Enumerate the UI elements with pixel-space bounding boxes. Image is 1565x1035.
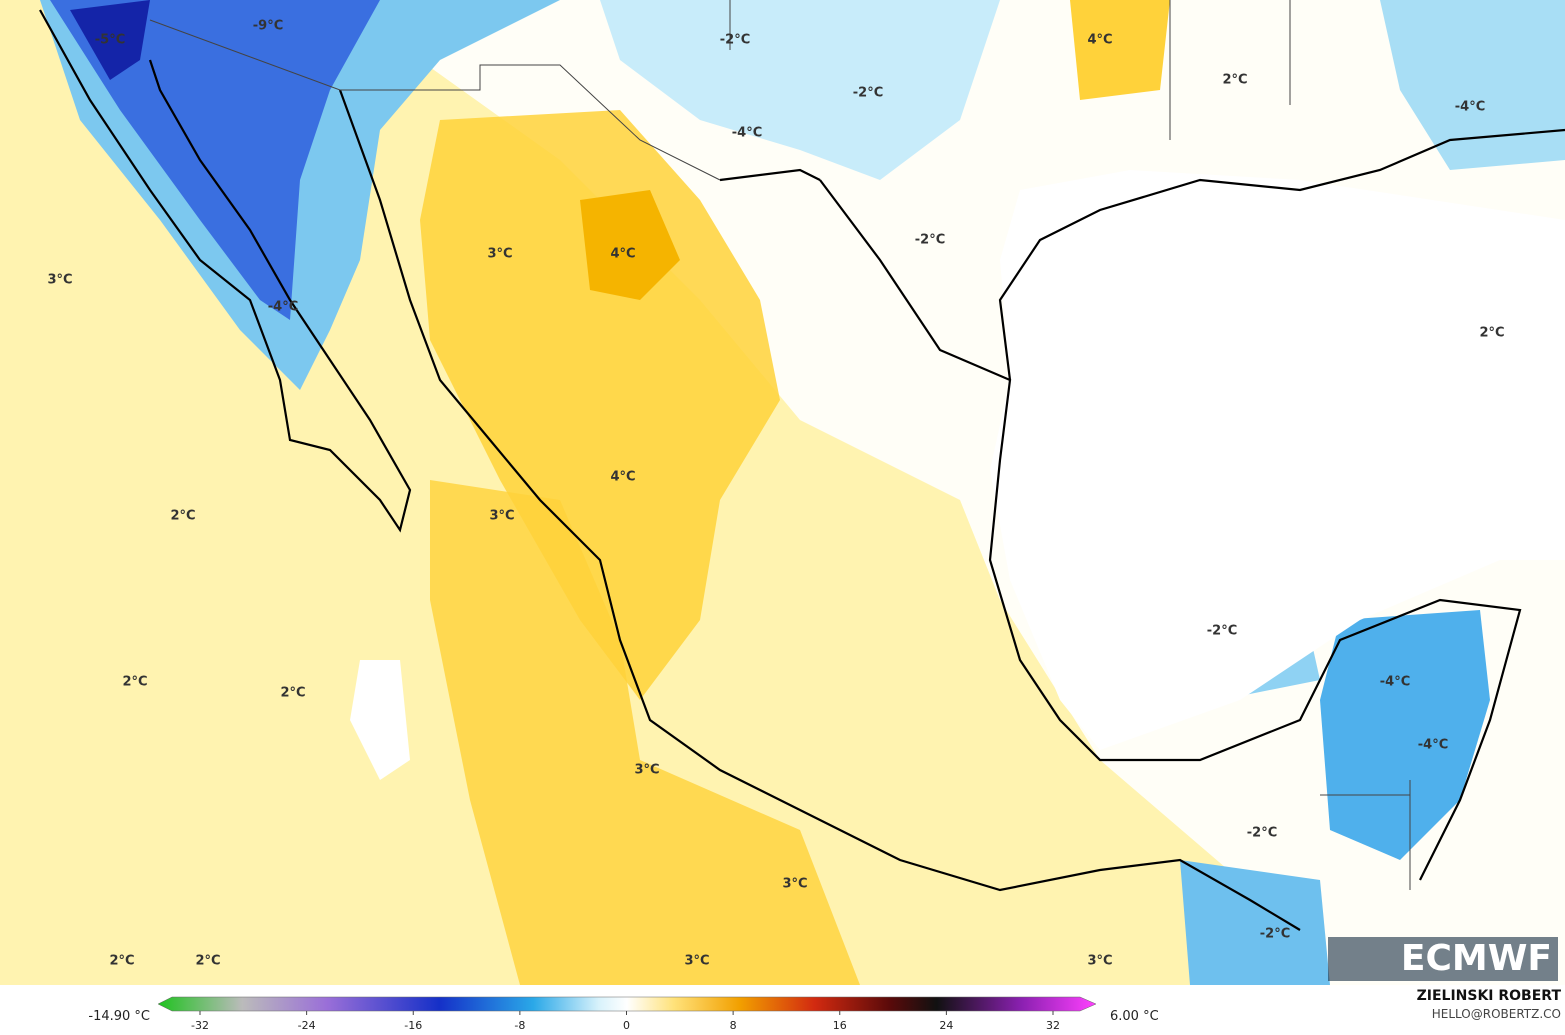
neutral-area (350, 660, 410, 780)
colorbar-ticks: -32 -24 -16 -8 0 8 16 24 32 (191, 1011, 1060, 1032)
cold-area (1320, 610, 1490, 860)
map-label: 2°C (109, 953, 135, 969)
borders (149, 0, 1411, 890)
colorbar-min: -14.90 °C (88, 1009, 150, 1024)
map-label: 3°C (634, 762, 660, 778)
colorbar-tick-label: 16 (833, 1019, 847, 1032)
map-label: -4°C (1417, 737, 1449, 753)
author: ZIELINSKI ROBERT (1416, 988, 1561, 1004)
map-label: -2°C (719, 32, 751, 48)
colorbar-tick-label: -24 (298, 1019, 316, 1032)
map-label: -2°C (1246, 825, 1278, 841)
map-label: 4°C (610, 469, 636, 485)
colorbar-tick-label: -8 (514, 1019, 525, 1032)
colorbar-tick-label: 8 (730, 1019, 737, 1032)
map-label: -4°C (1454, 99, 1486, 115)
map-label: -2°C (914, 232, 946, 248)
map-label: 2°C (170, 508, 196, 524)
warm-core (580, 190, 680, 300)
map-label: -4°C (267, 299, 299, 315)
map-label: -2°C (1259, 926, 1291, 942)
map-label: 2°C (195, 953, 221, 969)
cool-area (600, 0, 1000, 180)
map-label: 2°C (122, 674, 148, 690)
map-label: -2°C (1206, 623, 1238, 639)
map-label: 2°C (1479, 325, 1505, 341)
map-label: -4°C (1379, 674, 1411, 690)
map-label: -2°C (852, 85, 884, 101)
map-label: -4°C (731, 125, 763, 141)
map-label: 2°C (1222, 72, 1248, 88)
map-label: -9°C (252, 18, 284, 34)
colorbar (157, 996, 1097, 1012)
colorbar-tick-label: 0 (623, 1019, 630, 1032)
colorbar-tick-label: 24 (939, 1019, 953, 1032)
warm-area (420, 110, 780, 700)
map-label: 3°C (47, 272, 73, 288)
map-label: 2°C (280, 685, 306, 701)
cold-core (70, 0, 150, 80)
map-label: 3°C (487, 246, 513, 262)
gulf-area (990, 170, 1565, 750)
colorbar-tick-label: -16 (404, 1019, 422, 1032)
map-label: 3°C (489, 508, 515, 524)
cool-area (1180, 860, 1330, 985)
map-label: 3°C (782, 876, 808, 892)
logo: ECMWF (1328, 937, 1558, 981)
warm-area (430, 480, 860, 985)
cool-area (1380, 0, 1565, 170)
coastline (39, 9, 1565, 931)
map-label: -5°C (94, 32, 126, 48)
contact: HELLO@ROBERTZ.CO (1431, 1007, 1561, 1021)
colorbar-tick-label: -32 (191, 1019, 209, 1032)
cold-core (50, 0, 380, 320)
colorbar-tick-label: 32 (1046, 1019, 1060, 1032)
map-label: 4°C (610, 246, 636, 262)
map-label: 4°C (1087, 32, 1113, 48)
map-label: 3°C (1087, 953, 1113, 969)
warm-area (1070, 0, 1170, 100)
colorbar-max: 6.00 °C (1110, 1009, 1159, 1024)
map-label: 3°C (684, 953, 710, 969)
